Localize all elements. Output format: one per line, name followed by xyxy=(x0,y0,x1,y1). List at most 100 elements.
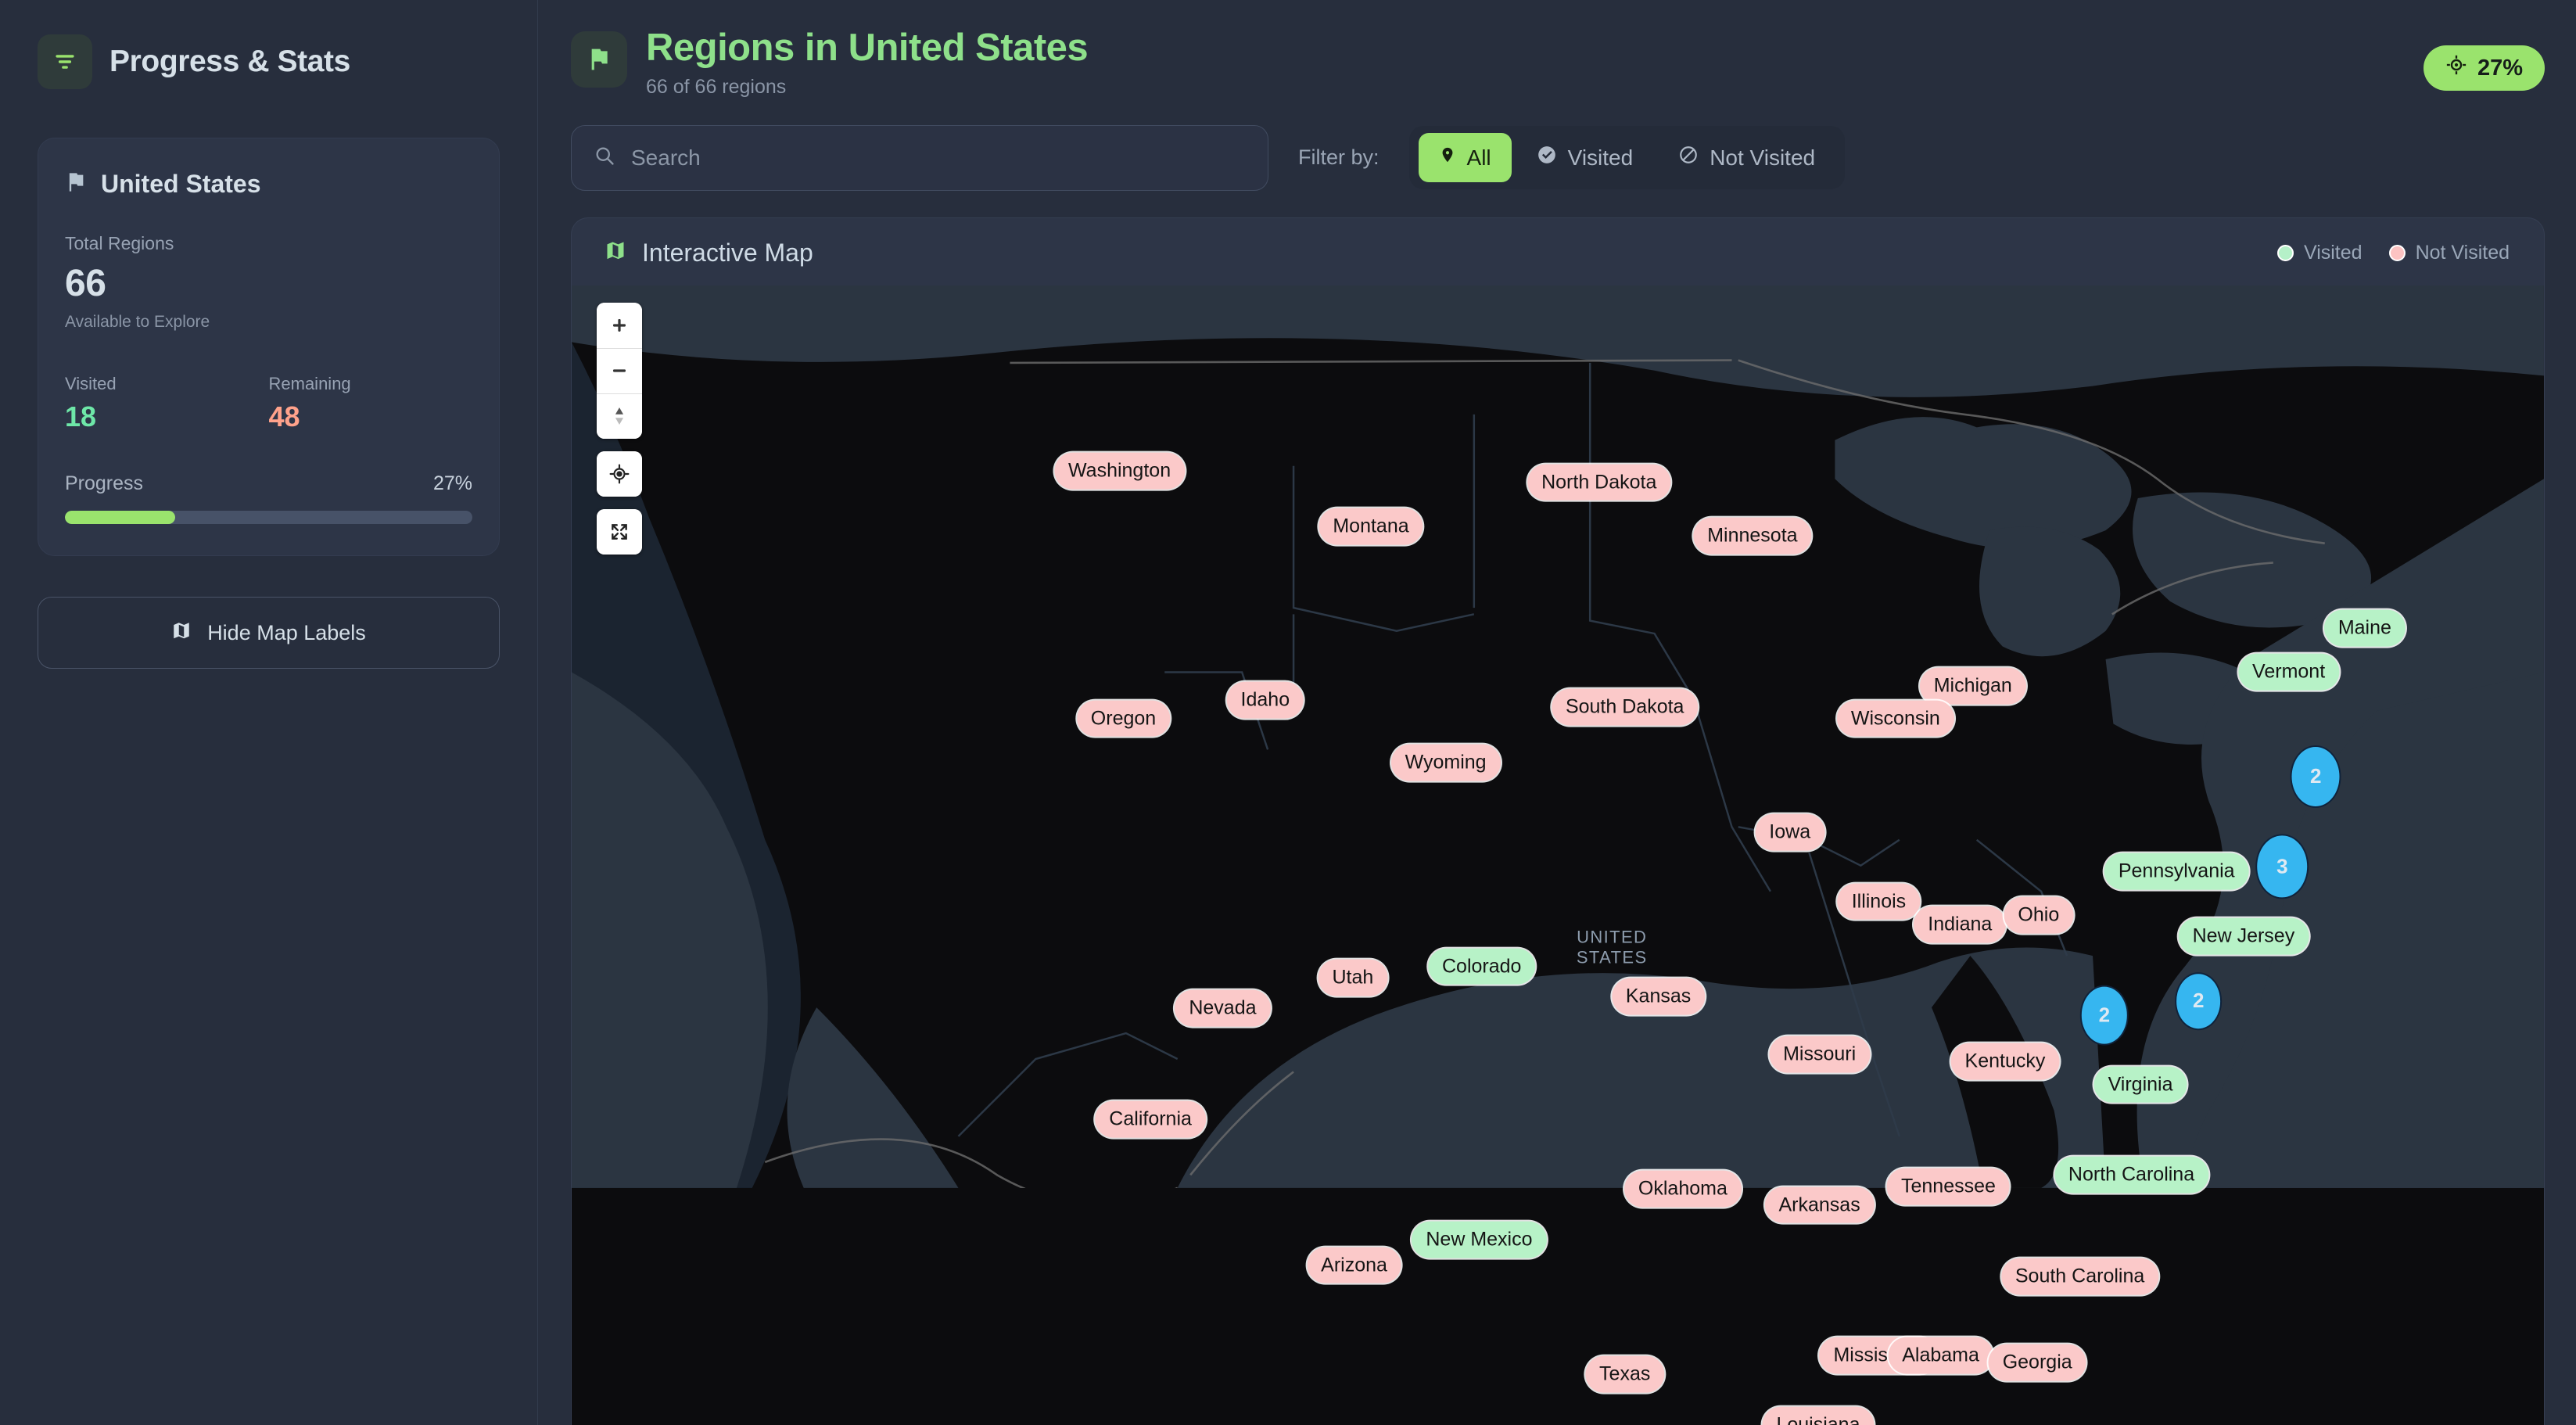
map-region-label[interactable]: Arizona xyxy=(1307,1247,1401,1283)
geolocate-icon[interactable] xyxy=(597,450,642,497)
country-row: United States xyxy=(65,170,472,199)
map-region-label[interactable]: Oklahoma xyxy=(1623,1170,1742,1208)
map-cluster-marker[interactable]: 2 xyxy=(2290,745,2341,808)
sidebar-title: Progress & Stats xyxy=(109,45,350,78)
map-region-label[interactable]: Illinois xyxy=(1837,883,1921,921)
map-region-label[interactable]: Kentucky xyxy=(1950,1043,2060,1080)
search-input[interactable] xyxy=(631,145,1246,170)
map-region-label[interactable]: Louisiana xyxy=(1762,1406,1875,1425)
progress-bar-fill xyxy=(65,511,175,524)
map-region-label[interactable]: Maine xyxy=(2323,609,2406,647)
total-regions-sub: Available to Explore xyxy=(65,313,210,331)
map-region-label[interactable]: Iowa xyxy=(1755,813,1825,851)
page-subtitle: 66 of 66 regions xyxy=(646,75,787,98)
filter-all-label: All xyxy=(1466,145,1491,170)
map-region-label[interactable]: Wyoming xyxy=(1390,744,1501,781)
map-region-label[interactable]: Virginia xyxy=(2093,1066,2187,1103)
legend-visited-label: Visited xyxy=(2303,242,2363,264)
map-region-label[interactable]: Washington xyxy=(1054,452,1186,490)
remaining-stat: Remaining 48 xyxy=(269,374,473,433)
map-region-label[interactable]: California xyxy=(1095,1100,1206,1138)
search-box[interactable] xyxy=(571,124,1268,191)
main-content: Regions in United States 66 of 66 region… xyxy=(538,0,2576,1425)
map-region-label[interactable]: North Carolina xyxy=(2054,1156,2209,1193)
hide-map-labels-button[interactable]: Hide Map Labels xyxy=(38,597,500,669)
map-region-label[interactable]: Oregon xyxy=(1076,700,1171,738)
map-icon xyxy=(171,620,192,646)
fullscreen-control-group xyxy=(597,508,642,555)
search-icon xyxy=(594,145,615,170)
map-title-row: Interactive Map xyxy=(605,239,813,268)
filter-not-visited-button[interactable]: Not Visited xyxy=(1658,133,1835,182)
map-panel-header: Interactive Map Visited Not Visited xyxy=(572,218,2544,285)
visited-stat: Visited 18 xyxy=(65,374,269,433)
map-region-label[interactable]: Georgia xyxy=(1988,1344,2086,1381)
map-region-label[interactable]: South Dakota xyxy=(1551,688,1699,726)
map-region-label[interactable]: Vermont xyxy=(2238,654,2340,691)
compass-icon[interactable] xyxy=(597,393,642,439)
legend-not-visited-dot xyxy=(2388,245,2406,262)
zoom-control-group xyxy=(597,302,642,439)
zoom-in-button[interactable] xyxy=(597,302,642,348)
map-region-label[interactable]: Arkansas xyxy=(1764,1186,1875,1223)
page-header-left: Regions in United States 66 of 66 region… xyxy=(571,27,1089,99)
map-region-label[interactable]: Indiana xyxy=(1914,906,2007,943)
map-cluster-marker[interactable]: 2 xyxy=(2175,972,2223,1030)
visited-remaining-row: Visited 18 Remaining 48 xyxy=(65,374,472,433)
filter-all-button[interactable]: All xyxy=(1418,133,1512,183)
remaining-label: Remaining xyxy=(268,374,351,393)
progress-row: Progress 27% xyxy=(65,472,472,495)
map-region-label[interactable]: New Jersey xyxy=(2178,917,2309,955)
map-region-label[interactable]: Alabama xyxy=(1888,1337,1993,1374)
zoom-out-button[interactable] xyxy=(597,347,642,393)
map-region-label[interactable]: Tennessee xyxy=(1886,1168,2010,1205)
map-panel-title: Interactive Map xyxy=(642,239,813,267)
map-region-label[interactable]: Utah xyxy=(1318,960,1388,996)
hide-map-labels-label: Hide Map Labels xyxy=(207,620,366,644)
legend-visited-dot xyxy=(2276,245,2294,262)
flag-icon xyxy=(571,31,627,88)
sidebar-header: Progress & Stats xyxy=(0,0,537,89)
country-name: United States xyxy=(101,170,261,198)
progress-badge: 27% xyxy=(2423,45,2545,91)
page-header: Regions in United States 66 of 66 region… xyxy=(538,0,2576,99)
map-region-label[interactable]: Missouri xyxy=(1769,1036,1871,1073)
flag-icon xyxy=(65,170,87,198)
map-region-label[interactable]: Ohio xyxy=(2004,897,2074,934)
map-panel: Interactive Map Visited Not Visited xyxy=(571,217,2545,1425)
filter-not-visited-label: Not Visited xyxy=(1710,145,1816,170)
map-region-label[interactable]: Texas xyxy=(1585,1355,1665,1393)
map-region-label[interactable]: Kansas xyxy=(1611,978,1706,1015)
filter-visited-label: Visited xyxy=(1567,145,1634,170)
legend-not-visited-label: Not Visited xyxy=(2415,242,2510,264)
progress-label: Progress xyxy=(65,472,144,494)
map-region-label[interactable]: Minnesota xyxy=(1693,517,1812,555)
remaining-value: 48 xyxy=(268,400,300,433)
map-region-label[interactable]: Wisconsin xyxy=(1836,700,1954,738)
map-region-label[interactable]: Idaho xyxy=(1226,681,1304,719)
map-region-label[interactable]: North Dakota xyxy=(1527,464,1671,501)
total-regions-value: 66 xyxy=(65,263,106,304)
fullscreen-icon[interactable] xyxy=(597,508,642,555)
visited-value: 18 xyxy=(65,400,97,433)
map-legend: Visited Not Visited xyxy=(2276,242,2510,264)
map-cluster-marker[interactable]: 2 xyxy=(2079,985,2129,1046)
total-regions-label: Total Regions xyxy=(65,233,174,253)
map-controls xyxy=(597,302,642,555)
map-region-label[interactable]: New Mexico xyxy=(1412,1221,1547,1258)
map-region-label[interactable]: Michigan xyxy=(1919,667,2026,705)
page-title: Regions in United States xyxy=(646,27,1089,69)
interactive-map[interactable]: UNITEDSTATESMEXICOTHE BAHAMAS2322Washing… xyxy=(572,285,2544,1425)
map-region-label[interactable]: Pennsylvania xyxy=(2104,852,2249,890)
map-pin-icon xyxy=(1439,145,1456,170)
map-cluster-marker[interactable]: 3 xyxy=(2255,834,2309,899)
map-icon xyxy=(605,239,626,268)
map-region-label[interactable]: Montana xyxy=(1318,508,1423,545)
legend-visited: Visited xyxy=(2276,242,2363,264)
filter-icon xyxy=(38,34,92,89)
map-region-label[interactable]: South Carolina xyxy=(2000,1258,2159,1295)
map-region-label[interactable]: Colorado xyxy=(1428,948,1536,985)
map-region-label[interactable]: Nevada xyxy=(1175,989,1271,1027)
sidebar: Progress & Stats United States Total Reg… xyxy=(0,0,538,1425)
filter-visited-button[interactable]: Visited xyxy=(1516,133,1654,182)
